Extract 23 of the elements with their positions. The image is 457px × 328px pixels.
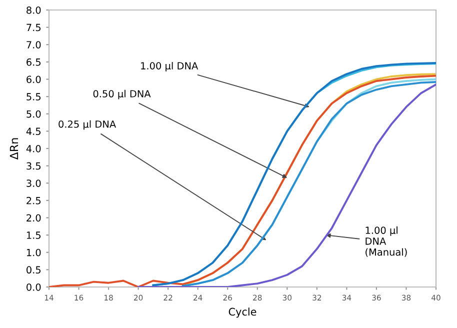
y-tick-label: 5.0 <box>26 110 41 118</box>
annotation: 0.25 µl DNA <box>58 120 116 130</box>
y-tick-label: 2.5 <box>26 196 41 204</box>
annotation: 0.50 µl DNA <box>93 90 151 100</box>
y-tick-label: 3.0 <box>26 180 41 187</box>
y-tick-label: 3.5 <box>26 162 41 170</box>
y-tick-label: 0.0 <box>26 283 41 291</box>
y-tick-label: 7.5 <box>26 24 41 32</box>
y-tick-label: 6.5 <box>26 58 41 66</box>
y-tick-label: 4.0 <box>26 144 41 152</box>
y-tick-label: 6.0 <box>26 76 41 84</box>
annotation: 1.00 µl DNA <box>141 62 198 72</box>
y-tick-label: 8.0 <box>26 6 41 14</box>
y-axis-title: ΔRn <box>10 138 18 160</box>
y-tick-label: 7.0 <box>26 41 41 48</box>
annotation: 1.00 µl DNA (Manual) <box>366 226 407 257</box>
y-tick-label: 4.5 <box>26 128 41 136</box>
y-tick-label: 1.5 <box>26 232 41 239</box>
y-tick-label: 5.5 <box>26 93 41 100</box>
x-axis-title: Cycle <box>228 308 256 318</box>
y-tick-label: 1.0 <box>26 248 41 256</box>
y-tick-label: 2.0 <box>26 214 41 222</box>
y-tick-label: 0.5 <box>26 266 41 274</box>
